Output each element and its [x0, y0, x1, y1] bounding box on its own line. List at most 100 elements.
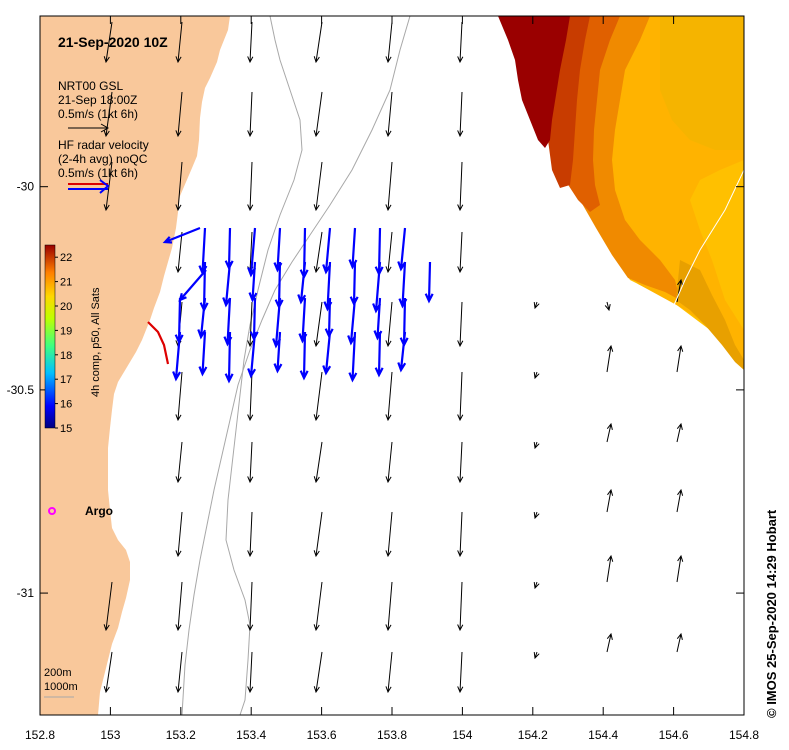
model-arrow — [313, 301, 323, 348]
y-axis-ticks: -30 -30.5 -31 — [7, 180, 744, 600]
model-arrow — [747, 490, 753, 512]
radar-red-trace — [147, 321, 170, 365]
model-arrow — [457, 651, 464, 694]
radar-arrow — [273, 331, 283, 374]
isobath-lines — [181, 16, 411, 715]
x-tick-label: 154.8 — [729, 728, 759, 742]
radar-arrow — [198, 331, 208, 377]
model-arrow — [747, 634, 752, 652]
model-arrow — [747, 556, 753, 582]
model-arrow — [175, 441, 183, 484]
model-arrow — [606, 488, 614, 513]
colorbar-tick-label: 21 — [60, 277, 72, 289]
radar-legend-scale: 0.5m/s (1kt 6h) — [58, 166, 138, 180]
radar-velocity-arrows — [162, 226, 434, 384]
x-tick-label: 153.6 — [307, 728, 337, 742]
model-arrow — [313, 231, 323, 274]
radar-arrow — [197, 297, 207, 340]
radar-arrow — [322, 331, 332, 376]
model-arrow — [676, 488, 684, 513]
model-velocity-arrows — [103, 21, 753, 694]
model-arrow — [747, 424, 752, 442]
model-arrow — [247, 91, 254, 138]
colorbar-tick-label: 15 — [60, 423, 72, 435]
x-tick-label: 154 — [452, 728, 472, 742]
model-arrow — [175, 91, 183, 138]
model-arrow — [457, 91, 464, 138]
model-arrow — [103, 651, 113, 694]
model-arrow — [457, 371, 464, 422]
model-arrow — [457, 21, 464, 64]
radar-arrow — [348, 331, 358, 383]
model-arrow — [385, 441, 393, 484]
model-legend-scale: 0.5m/s (1kt 6h) — [58, 107, 138, 121]
model-arrow — [175, 21, 183, 64]
model-arrow — [313, 371, 323, 422]
model-arrow — [457, 581, 464, 632]
model-arrow — [606, 632, 613, 653]
model-arrow — [676, 278, 684, 303]
model-arrow — [247, 441, 254, 484]
x-tick-label: 154.6 — [659, 728, 689, 742]
model-arrow — [676, 554, 684, 583]
model-arrow — [103, 21, 113, 64]
model-arrow — [457, 301, 464, 348]
model-arrow — [747, 136, 753, 162]
radar-arrow — [247, 331, 257, 379]
model-arrow — [313, 581, 323, 632]
model-arrow — [175, 511, 183, 558]
model-arrow — [313, 511, 323, 558]
radar-arrow — [424, 261, 434, 304]
radar-arrow — [162, 226, 201, 244]
model-arrow — [533, 441, 540, 450]
radar-legend-line1: HF radar velocity — [58, 138, 149, 152]
colorbar-ticks: 15 16 17 18 19 20 21 22 — [55, 252, 72, 435]
model-arrow — [175, 581, 183, 632]
model-arrow — [313, 161, 323, 212]
model-arrow — [385, 21, 393, 64]
model-arrow — [175, 161, 183, 212]
x-axis-ticks: 152.8 153 153.2 153.4 153.6 153.8 154 154.2 154.… — [25, 16, 759, 742]
colorbar-title: 4h comp, p50, All Sats — [90, 287, 102, 397]
radar-arrow — [248, 261, 258, 303]
model-arrow — [457, 161, 464, 212]
model-arrow — [676, 344, 684, 373]
x-tick-label: 152.8 — [25, 728, 55, 742]
radar-arrow — [172, 331, 182, 382]
model-arrow — [606, 422, 613, 443]
model-arrow — [676, 632, 683, 653]
model-arrow — [247, 301, 254, 348]
model-arrow — [385, 511, 393, 558]
model-arrow — [313, 21, 323, 64]
model-arrow — [385, 161, 393, 212]
isobath-label-1000m: 1000m — [44, 681, 78, 693]
sst-contour — [673, 169, 744, 306]
land-coastline — [40, 16, 230, 715]
colorbar-tick-label: 16 — [60, 399, 72, 411]
x-tick-label: 154.2 — [518, 728, 548, 742]
model-arrow — [247, 581, 254, 632]
model-legend-name: NRT00 GSL — [58, 79, 123, 93]
model-legend-time: 21-Sep 18:00Z — [58, 93, 137, 107]
model-arrow — [676, 422, 683, 443]
imos-credit: © IMOS 25-Sep-2020 14:29 Hobart — [764, 509, 779, 718]
model-arrow — [606, 554, 614, 583]
sst-colorbar — [44, 244, 56, 429]
model-arrow — [313, 441, 323, 484]
model-arrow — [247, 651, 254, 694]
model-arrow — [247, 371, 254, 422]
model-arrow — [385, 301, 393, 348]
model-arrow — [385, 651, 393, 694]
argo-label: Argo — [85, 504, 113, 518]
colorbar-tick-label: 19 — [60, 325, 72, 337]
model-arrow — [533, 511, 540, 520]
model-arrow — [747, 280, 753, 302]
x-tick-label: 153.2 — [166, 728, 196, 742]
colorbar-tick-label: 18 — [60, 350, 72, 362]
isobath-label-200m: 200m — [44, 667, 72, 679]
sst-patch — [498, 16, 744, 370]
model-arrow — [747, 346, 753, 372]
model-arrow — [533, 301, 540, 310]
radar-arrow — [178, 269, 207, 302]
